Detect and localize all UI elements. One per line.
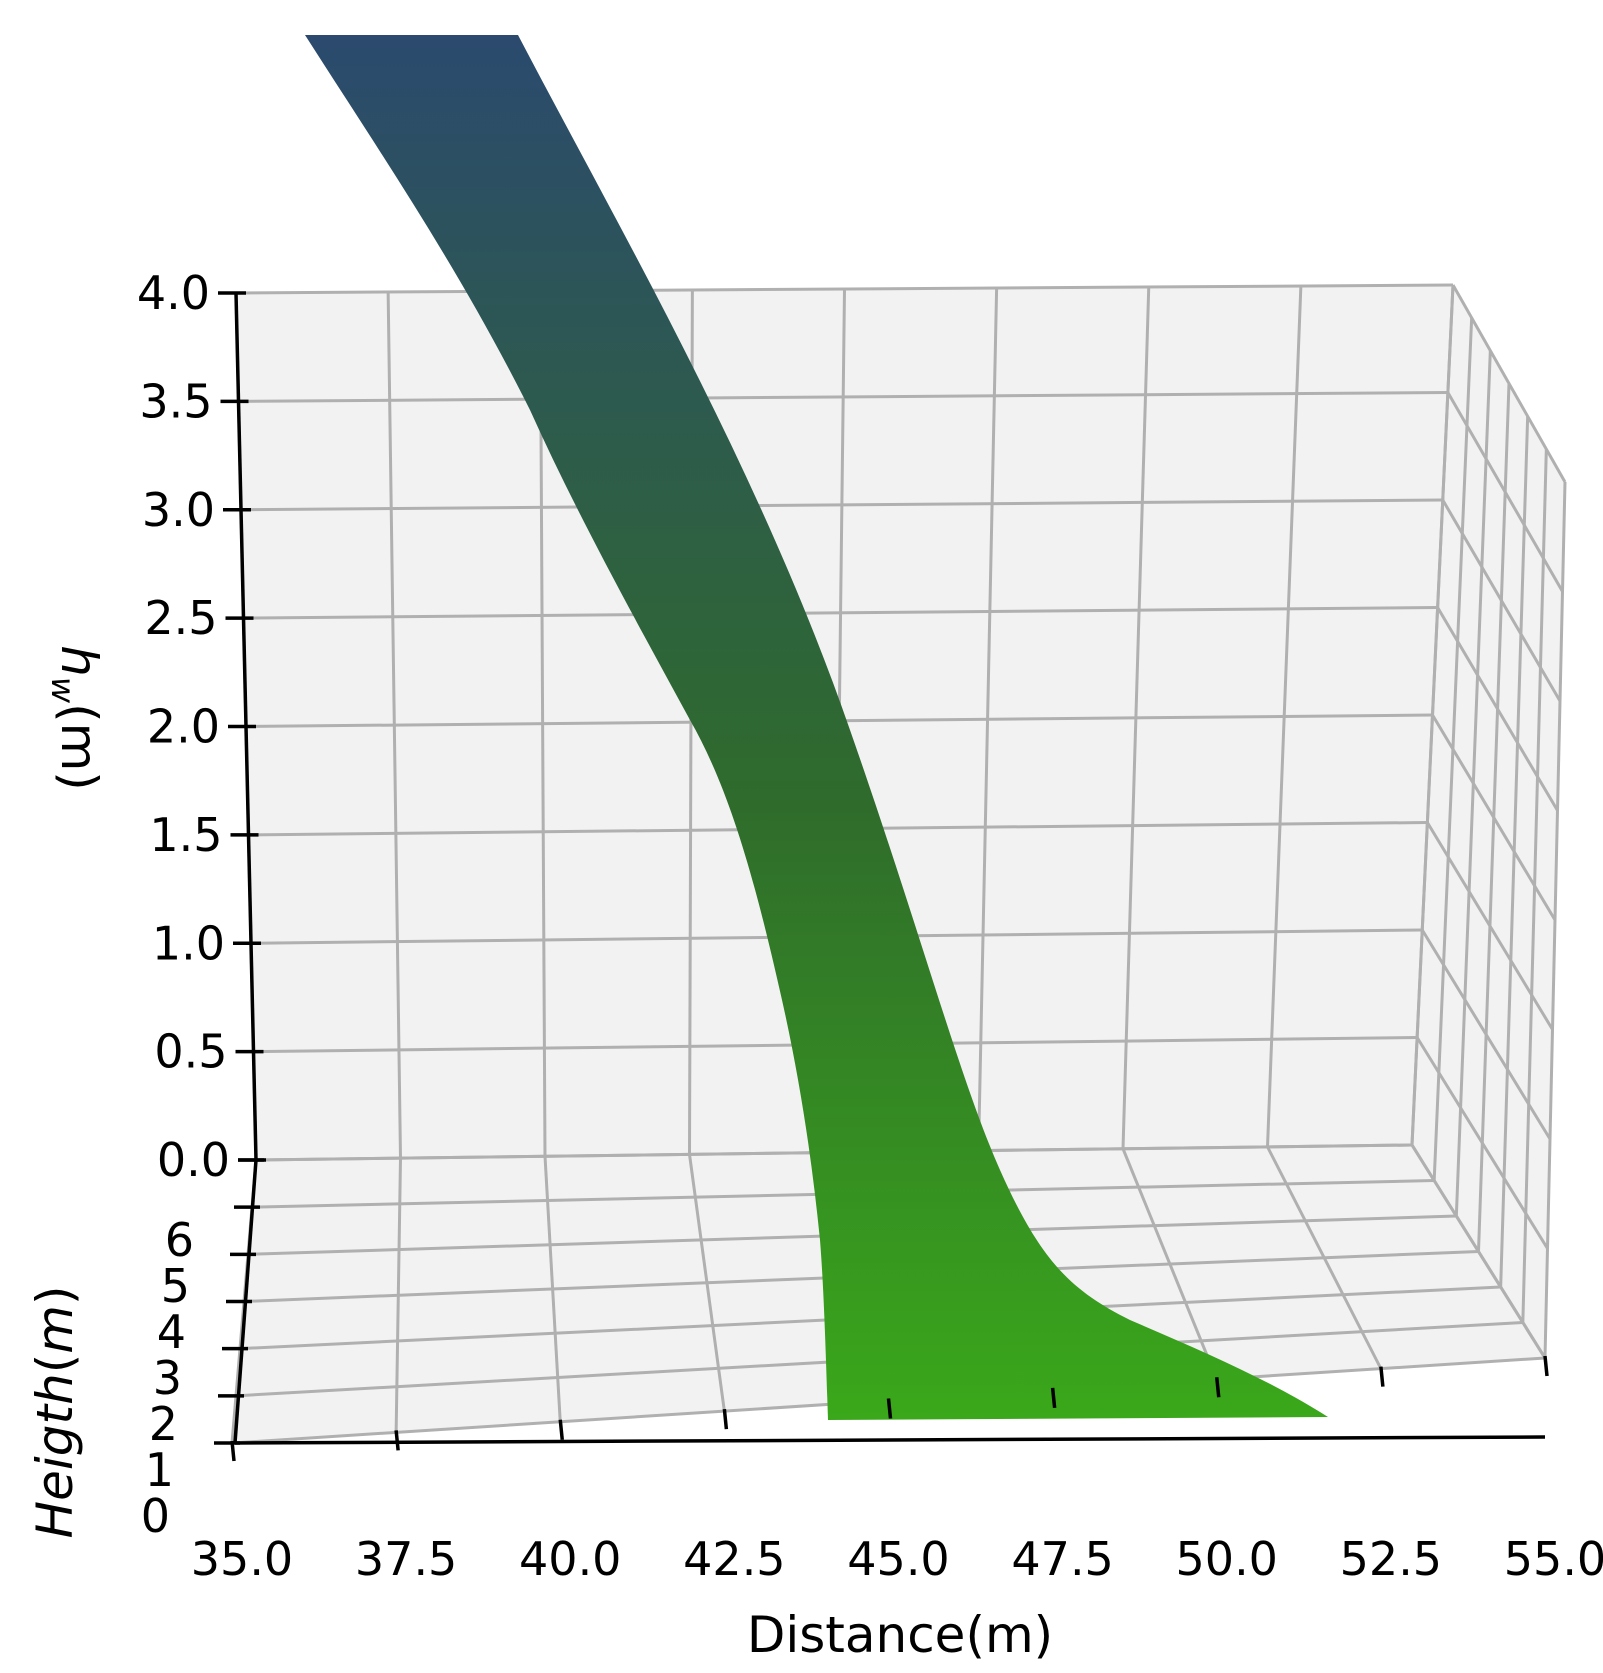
x-tick-label: 45.0	[847, 1532, 949, 1586]
x-tick	[886, 1398, 893, 1419]
z-grid-line	[243, 606, 1438, 620]
y-tick-label: 1	[145, 1443, 174, 1497]
z-tick-label: 1.5	[149, 808, 222, 862]
x-tick-label: 55.0	[1504, 1532, 1603, 1586]
surface	[305, 35, 1328, 1420]
x-tick-label: 37.5	[355, 1532, 457, 1586]
x-tick	[1379, 1366, 1385, 1387]
x-tick	[1543, 1355, 1549, 1377]
x-tick-label: 42.5	[683, 1532, 785, 1586]
y-tick-label: 6	[165, 1213, 194, 1267]
x-axis-label: Distance(m)	[747, 1606, 1053, 1664]
y-right-grid-line	[1477, 383, 1511, 1252]
y-axis-label-word: Heigth	[26, 1373, 84, 1538]
y-right-grid-line	[1499, 416, 1530, 1288]
y-axis-label-unit: m	[26, 1305, 84, 1354]
x-tick	[558, 1419, 564, 1440]
y-right-grid-line	[1432, 317, 1474, 1181]
z-tick-label: 3.5	[139, 374, 212, 428]
y-right-grid-line	[1543, 481, 1567, 1359]
z-grid-line	[240, 498, 1443, 512]
x-tick-label: 47.5	[1011, 1532, 1113, 1586]
z-tick-label: 2.0	[147, 700, 220, 754]
y-axis-label-close: )	[26, 1285, 84, 1305]
z-grid-line	[238, 391, 1448, 403]
z-axis-label-sub: w	[44, 677, 82, 704]
z-tick-label: 2.5	[144, 591, 217, 645]
z-tick-label: 0.5	[154, 1025, 227, 1079]
z-axis-label-h: h	[50, 645, 108, 677]
y-right-grid-line	[1410, 284, 1455, 1146]
z-grid-line	[235, 283, 1454, 295]
z-axis-label-unit: (m)	[50, 703, 108, 791]
x-tick-label: 40.0	[519, 1532, 621, 1586]
y-axis-label: Heigth(m)	[26, 1285, 84, 1538]
y-tick-label: 3	[153, 1351, 182, 1405]
x-tick-label: 52.5	[1340, 1532, 1442, 1586]
tick-labels: 35.0 37.5 40.0 42.5 45.0 47.5 50.0 52.5 55.00.00…	[137, 266, 1603, 1586]
y-tick-label: 5	[161, 1259, 190, 1313]
x-axis-line	[234, 1435, 1546, 1445]
x-tick	[722, 1408, 729, 1430]
axis-ticks	[214, 291, 1549, 1462]
z-tick-label: 1.0	[152, 916, 225, 970]
z-tick-label: 0.0	[157, 1133, 230, 1187]
y-tick-label: 2	[149, 1397, 178, 1451]
y-right-grid-line	[1521, 449, 1548, 1323]
y-axis-label-open: (	[26, 1354, 84, 1374]
y-right-grid-line	[1454, 350, 1492, 1217]
x-tick	[1215, 1377, 1221, 1398]
z-tick-label: 3.0	[142, 483, 215, 537]
x-tick-label: 35.0	[191, 1532, 293, 1586]
x-tick	[1050, 1387, 1057, 1409]
y-tick-label: 4	[157, 1305, 186, 1359]
z-tick-label: 4.0	[137, 266, 210, 320]
z-axis-label: hw(m)	[44, 645, 108, 791]
x-tick-label: 50.0	[1176, 1532, 1278, 1586]
x-tick	[394, 1430, 400, 1451]
y-tick-label: 0	[141, 1489, 170, 1543]
